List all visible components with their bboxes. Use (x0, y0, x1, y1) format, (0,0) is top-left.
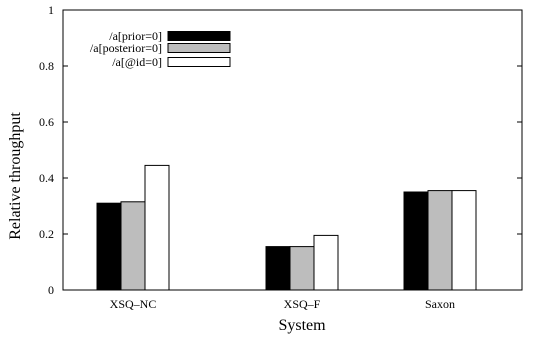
bar (120, 201, 146, 291)
y-axis-title: Relative throughput (7, 112, 24, 240)
x-tick-label: XSQ–NC (110, 297, 157, 311)
x-axis-title: System (278, 317, 326, 334)
x-tick-label: Saxon (425, 297, 455, 311)
legend-swatch (167, 57, 231, 67)
y-tick-label: 0.2 (39, 227, 54, 241)
bar (96, 202, 122, 291)
legend-label: /a[prior=0] (109, 29, 162, 43)
y-tick-label: 0.4 (39, 171, 54, 185)
bar (403, 191, 429, 291)
plot-area: 0 0.2 0.4 0.6 0.8 1 XSQ–NC XSQ–F Saxon (39, 3, 523, 311)
y-tick-label: 0.8 (39, 59, 54, 73)
legend: /a[prior=0]/a[posterior=0]/a[@id=0] (90, 29, 231, 69)
bar (313, 234, 339, 291)
y-tick-label: 1 (48, 3, 54, 17)
legend-swatch (167, 43, 231, 53)
legend-label: /a[posterior=0] (90, 41, 162, 55)
y-tick-label: 0 (48, 283, 54, 297)
legend-label: /a[@id=0] (112, 55, 162, 69)
legend-swatch (167, 31, 231, 41)
bar (265, 246, 291, 291)
bar (289, 246, 315, 291)
x-tick-label: XSQ–F (284, 297, 321, 311)
bar (427, 190, 453, 291)
bar (451, 190, 477, 291)
bar (144, 164, 170, 291)
y-tick-label: 0.6 (39, 115, 54, 129)
